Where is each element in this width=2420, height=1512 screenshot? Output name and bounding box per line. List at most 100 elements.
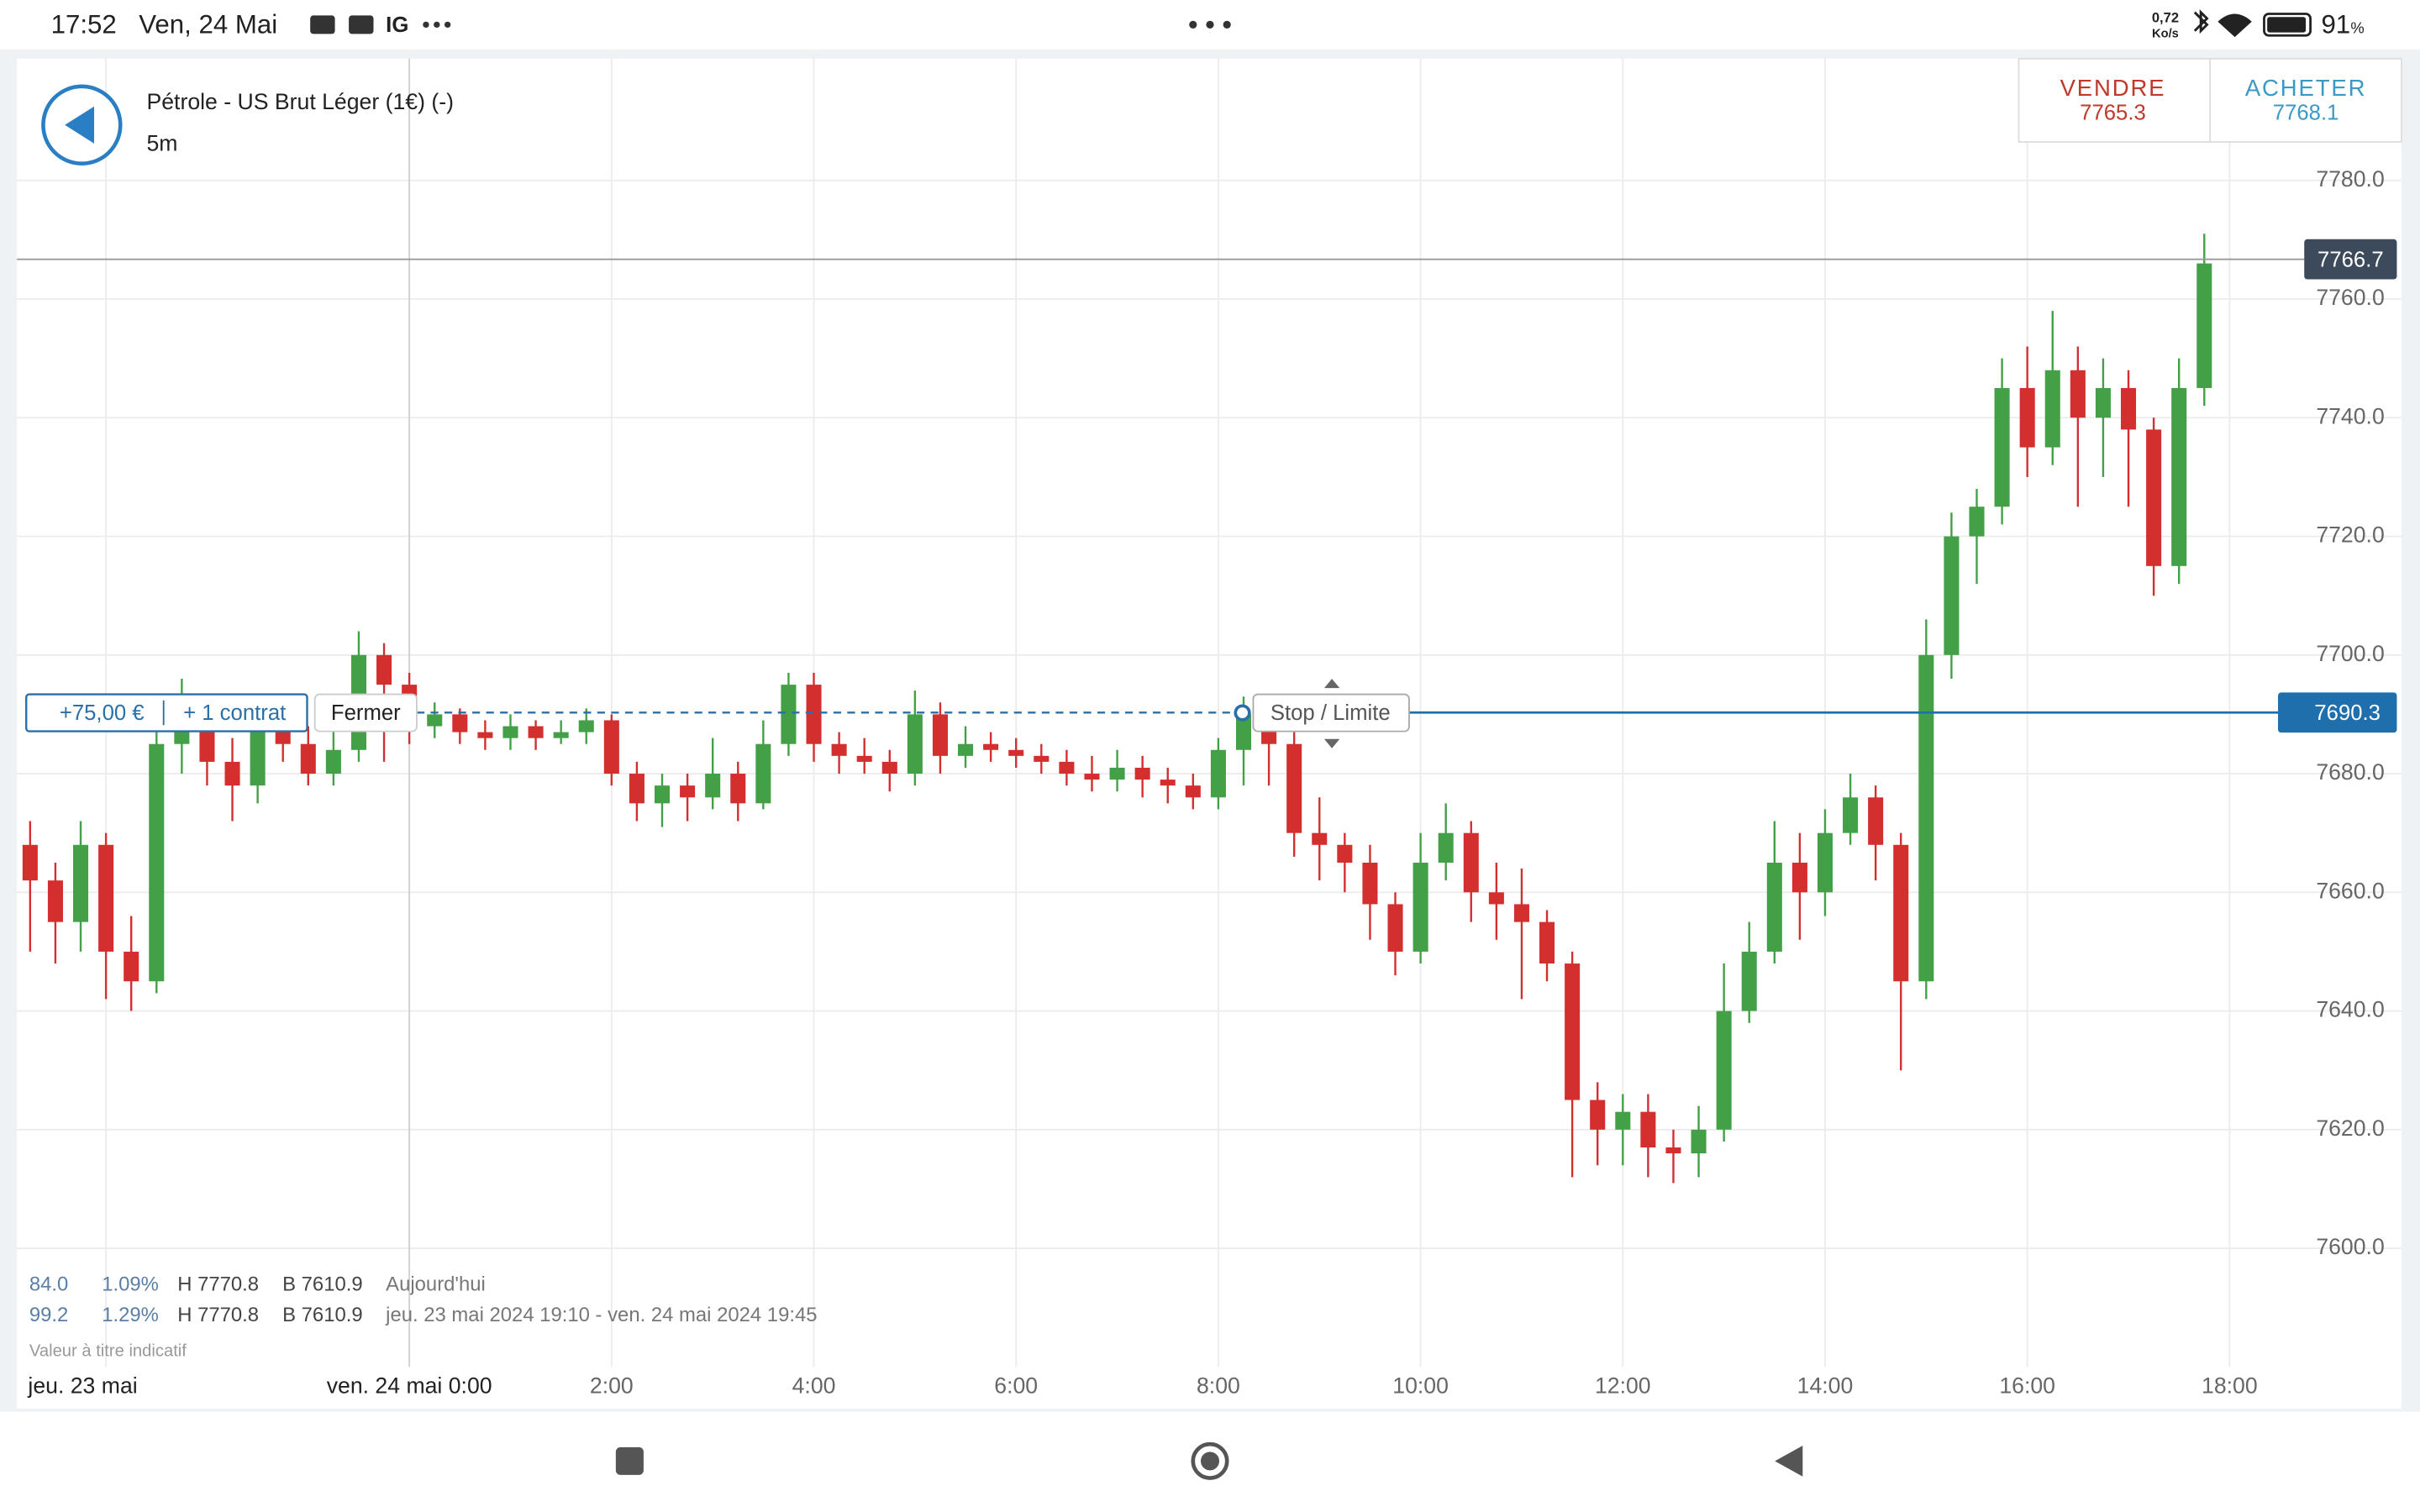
close-label: Fermer [331,701,401,725]
candle-body [1565,963,1581,1100]
sell-price: 7765.3 [2080,102,2146,125]
candle-body [149,743,165,982]
y-tick-label: 7720.0 [2316,522,2384,548]
y-tick-label: 7660.0 [2316,878,2384,903]
candle-body [502,726,518,738]
x-tick-label: ven. 24 mai 0:00 [327,1373,492,1398]
candle-body [831,743,847,756]
candle-body [881,761,897,774]
candle-body [1843,797,1859,833]
status-time: 17:52 [51,9,117,39]
y-tick-label: 7600.0 [2316,1234,2384,1259]
candle-body [2019,387,2035,448]
candle-body [1185,785,1201,798]
candle-body [1362,862,1378,905]
chart-panel [17,58,2402,1409]
candle-body [1590,1100,1606,1130]
buy-price: 7768.1 [2273,102,2339,125]
candle-body [427,714,443,727]
stat-low: B 7610.9 [282,1304,363,1326]
candle-body [1969,507,1985,537]
buy-button[interactable]: ACHETER [2245,75,2367,101]
candle-body [1109,767,1125,780]
candle-body [300,743,316,774]
candle-body [72,844,89,922]
stop-limit-button[interactable] [1252,693,1410,732]
candle-body [2196,263,2212,388]
candle-body [1766,862,1782,952]
more-dots [423,20,1231,29]
candle-body [1134,767,1150,780]
candle-body [1488,892,1504,905]
grid: 7600.0 7620.0 7640.0 7660.0 7680.0 7700.0 7720… [17,58,2402,1398]
stat-period: Aujourd'hui [386,1273,486,1295]
y-tick-label: 7740.0 [2316,403,2384,428]
position-pnl: +75,00 € [60,701,145,725]
instrument-title: Pétrole - US Brut Léger (1€) (-) [146,89,453,114]
position-box [25,693,308,732]
candle-body [1387,904,1403,952]
candle-body [1994,387,2010,507]
position-price-tag [2278,692,2397,733]
x-tick-label: 8:00 [1197,1373,1240,1398]
y-tick-label: 7700.0 [2316,641,2384,666]
candle-body [654,785,671,804]
disclaimer: Valeur à titre indicatif [29,1341,187,1360]
x-tick-label: 4:00 [792,1373,836,1398]
candle-body [781,685,797,744]
candle-body [603,720,619,774]
nav-back[interactable] [1775,1446,1803,1477]
candle-body [1640,1111,1656,1148]
candle-body [250,726,266,786]
candle-body [2044,370,2060,448]
stat-period: jeu. 23 mai 2024 19:10 - ven. 24 mai 202… [385,1304,817,1326]
plot [17,234,2305,1184]
stat-high: H 7770.8 [177,1304,259,1326]
x-tick-label: 10:00 [1392,1373,1449,1398]
candle-body [224,761,240,786]
candle-body [1034,755,1050,762]
candle-body [1337,844,1353,863]
candle-body [1008,749,1024,756]
candle-body [2120,387,2137,430]
candle-body [1716,1011,1732,1130]
overlay: 7766.7 7690.3 [2278,239,2397,733]
timeframe: 5m [146,131,177,156]
battery-icon [2263,13,2312,37]
stats: 84.0 1.09% H 7770.8 B 7610.9 Aujourd'hui… [29,1273,818,1360]
candle-body [907,714,923,774]
y-tick-label: 7620.0 [2316,1116,2384,1141]
close-button[interactable] [313,693,418,732]
stat-change: 1.29% [102,1304,159,1326]
x-tick-label: 6:00 [994,1373,1038,1398]
candle-body [629,774,644,804]
candle-body [1741,951,1757,1011]
candle-body [98,844,114,952]
last-price-tag [2304,239,2397,280]
candle-body [958,743,974,756]
candle-body [1235,714,1252,750]
back-arrow [65,106,95,144]
sell-button[interactable]: VENDRE [2060,75,2166,101]
battery-percent: 91 [2321,9,2350,39]
candle-body [477,732,493,738]
candle-body [705,774,721,798]
candle-body [730,774,746,804]
stat-value: 84.0 [29,1273,68,1295]
nav-home[interactable] [1191,1441,1229,1480]
candle-body [1691,1129,1707,1154]
candle-body [1286,743,1302,833]
notif-icon [310,15,335,34]
net-speed-unit: Ko/s [2152,27,2179,40]
candle-body [578,720,594,732]
nav-recent[interactable] [615,1446,644,1475]
battery-percent-unit: % [2350,19,2364,37]
position-handle[interactable] [1234,704,1251,722]
wifi-icon [2217,13,2252,38]
candle-body [1463,832,1479,893]
candle-body [1413,862,1428,952]
y-tick-label: 7760.0 [2316,285,2384,310]
stat-value: 99.2 [29,1304,68,1326]
